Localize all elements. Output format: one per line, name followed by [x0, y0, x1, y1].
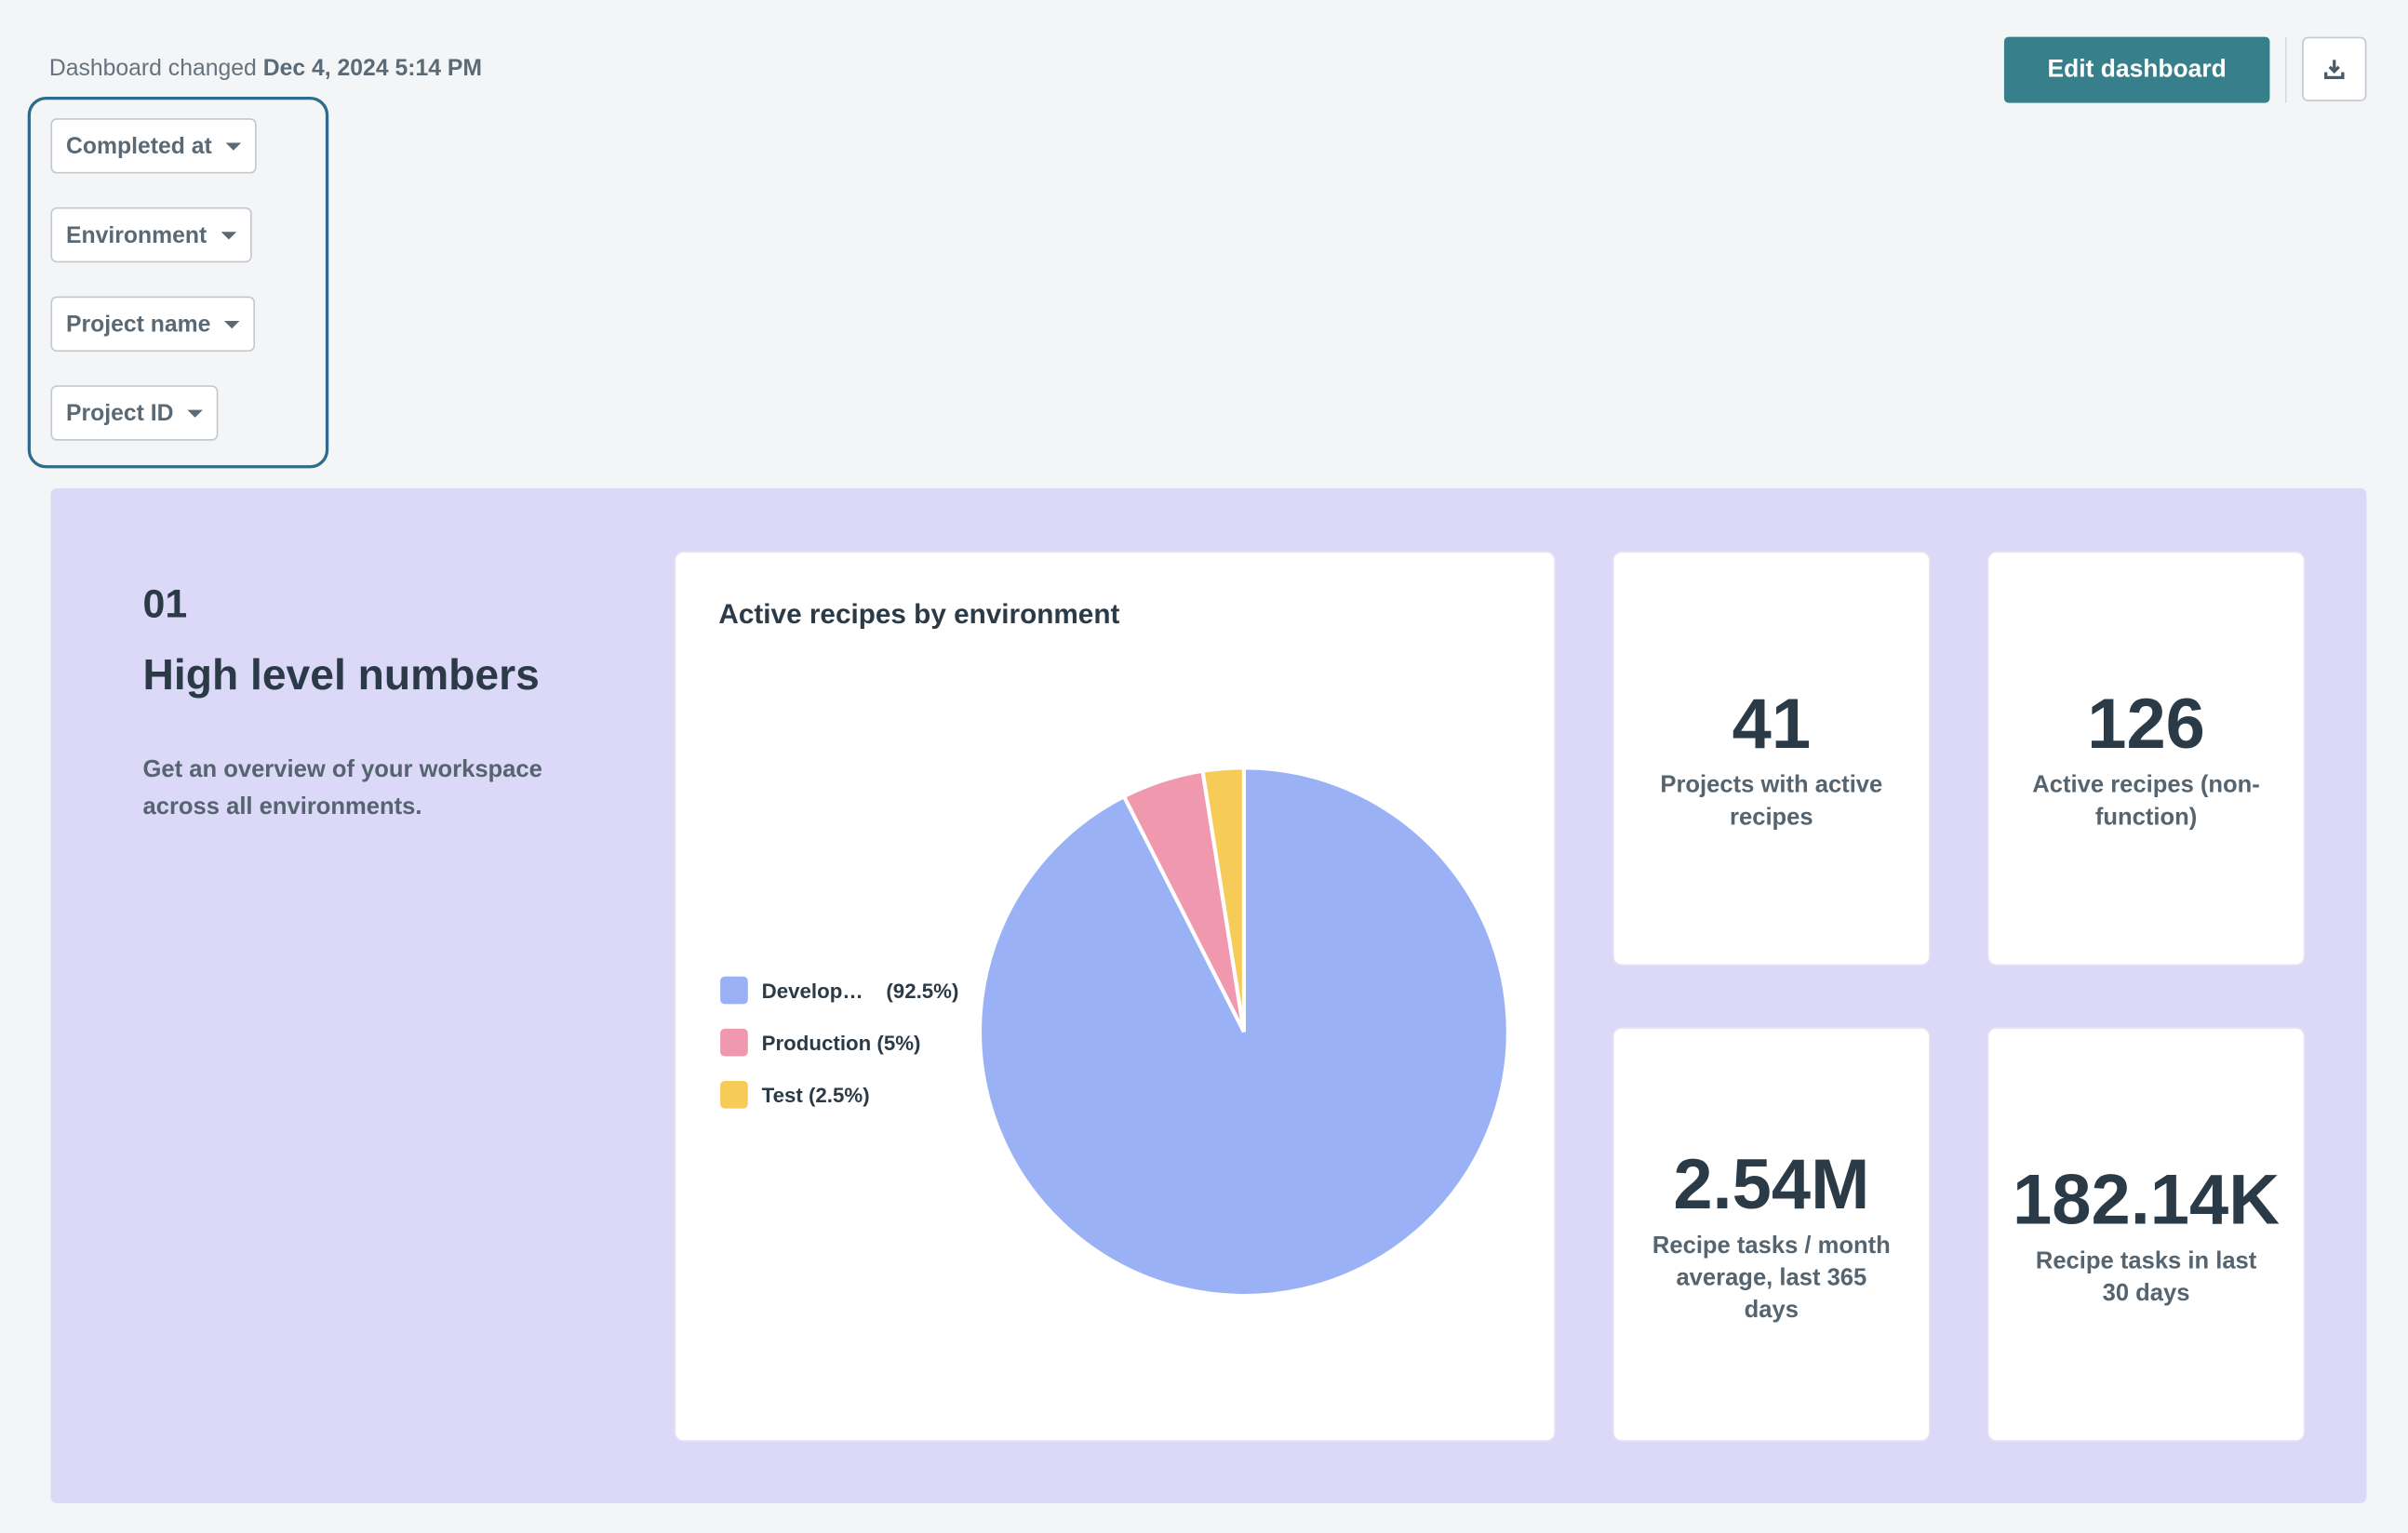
- stat-value: 126: [2087, 683, 2205, 764]
- section-title: High level numbers: [142, 650, 540, 699]
- chart-legend: Develop… (92.5%) Production (5%) Test (2.…: [720, 965, 958, 1121]
- pie-slice-2[interactable]: [1200, 766, 1246, 1033]
- divider: [2284, 36, 2287, 103]
- stat-card-active-recipes: 126 Active recipes (non-function): [1987, 551, 2306, 966]
- legend-item-production[interactable]: Production (5%): [720, 1017, 958, 1069]
- download-icon: [2324, 60, 2345, 80]
- stat-label: Active recipes (non-function): [2032, 772, 2260, 831]
- pie-chart: [977, 766, 1510, 1299]
- filter-completed-at[interactable]: Completed at: [50, 118, 257, 174]
- filter-group: Completed at Environment Project name Pr…: [27, 96, 329, 469]
- stat-card-monthly-tasks: 2.54M Recipe tasks / month average, last …: [1612, 1027, 1931, 1442]
- filter-project-id[interactable]: Project ID: [50, 385, 219, 441]
- stat-label: Recipe tasks / month average, last 365 d…: [1652, 1232, 1891, 1323]
- stat-value: 41: [1732, 683, 1812, 764]
- filter-environment[interactable]: Environment: [50, 207, 252, 263]
- stat-card-30day-tasks: 182.14K Recipe tasks in last 30 days: [1987, 1027, 2306, 1442]
- filter-label: Environment: [65, 221, 207, 248]
- filter-project-name[interactable]: Project name: [50, 296, 256, 352]
- changed-date: Dec 4, 2024 5:14 PM: [262, 55, 483, 82]
- stat-value: 182.14K: [2013, 1159, 2281, 1239]
- legend-swatch: [720, 976, 748, 1005]
- caret-down-icon: [225, 141, 242, 150]
- filter-label: Project name: [65, 311, 211, 338]
- stat-value: 2.54M: [1673, 1142, 1870, 1223]
- dashboard-changed-text: Dashboard changed Dec 4, 2024 5:14 PM: [49, 55, 482, 81]
- download-button[interactable]: [2302, 36, 2367, 101]
- section-description: Get an overview of your workspace across…: [142, 756, 542, 820]
- filter-label: Completed at: [65, 132, 212, 159]
- caret-down-icon: [224, 320, 240, 328]
- section-number: 01: [142, 580, 188, 627]
- filter-label: Project ID: [65, 399, 174, 427]
- changed-label: Dashboard changed: [48, 55, 257, 82]
- legend-label: Production (5%): [761, 1031, 921, 1055]
- chart-title: Active recipes by environment: [718, 598, 1120, 630]
- legend-swatch: [720, 1080, 748, 1109]
- stat-label: Recipe tasks in last 30 days: [2035, 1247, 2257, 1307]
- legend-item-development[interactable]: Develop… (92.5%): [720, 965, 958, 1017]
- legend-label: Develop…: [761, 979, 863, 1002]
- caret-down-icon: [187, 408, 203, 418]
- legend-label: Test (2.5%): [761, 1083, 870, 1107]
- legend-swatch: [720, 1028, 748, 1057]
- legend-item-test[interactable]: Test (2.5%): [720, 1069, 958, 1121]
- caret-down-icon: [221, 231, 236, 239]
- legend-percent: (92.5%): [886, 979, 959, 1002]
- stat-label: Projects with active recipes: [1660, 772, 1883, 831]
- edit-dashboard-button[interactable]: Edit dashboard: [2003, 36, 2270, 103]
- stat-card-projects: 41 Projects with active recipes: [1612, 551, 1931, 966]
